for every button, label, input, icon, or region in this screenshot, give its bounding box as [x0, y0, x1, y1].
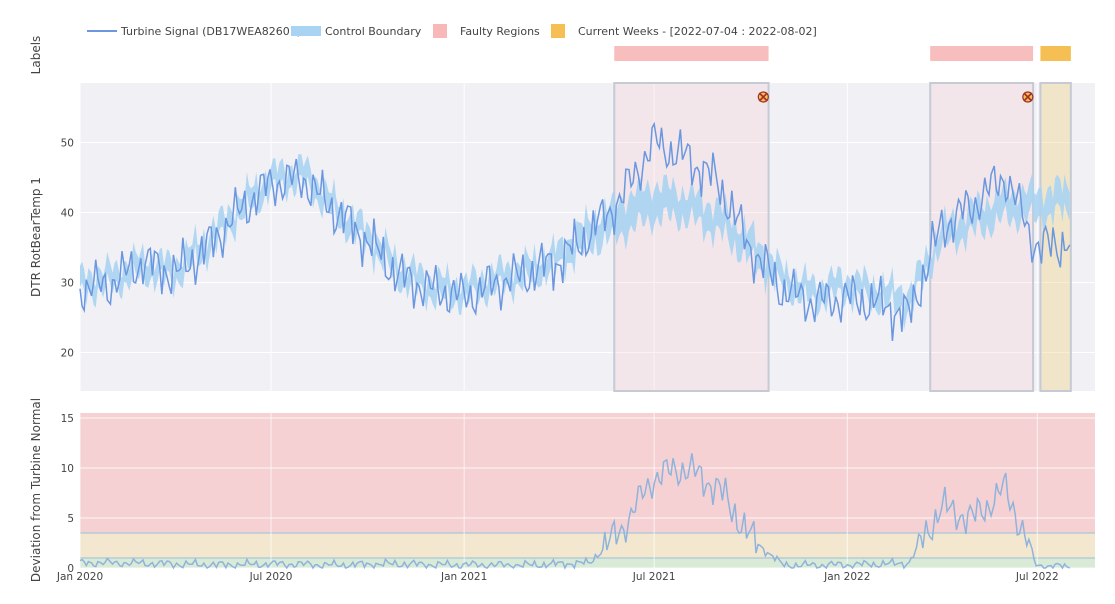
- x-tick-label: Jan 2022: [823, 571, 870, 583]
- signal-panel: 20 30 40 50 DTR RotBearTemp 1: [29, 82, 1095, 392]
- legend-swatch-control-boundary[interactable]: [291, 26, 321, 36]
- signal-axis-title: DTR RotBearTemp 1: [29, 177, 43, 297]
- deviation-grid: [79, 413, 1095, 569]
- labels-axis-title: Labels: [29, 36, 43, 75]
- legend-label[interactable]: Current Weeks - [2022-07-04 : 2022-08-02…: [578, 25, 817, 38]
- deviation-axis-title: Deviation from Turbine Normal: [29, 398, 43, 582]
- fault-markers: [757, 91, 1034, 103]
- signal-y-tick-label: 20: [61, 348, 74, 360]
- x-tick-label: Jul 2020: [249, 571, 293, 583]
- legend-label[interactable]: Faulty Regions: [460, 25, 540, 38]
- deviation-bands: [80, 413, 1095, 568]
- legend: Turbine Signal (DB17WEA82601) Control Bou…: [87, 24, 817, 38]
- deviation-y-tick-label: 5: [67, 513, 74, 525]
- x-tick-label: Jan 2021: [440, 571, 487, 583]
- deviation-y-ticks: 0 5 10 15: [61, 413, 74, 575]
- turbine-signal-line: [79, 121, 1071, 342]
- signal-grid: [79, 83, 1095, 391]
- label-bar-current: [1040, 46, 1071, 61]
- legend-label[interactable]: Turbine Signal (DB17WEA82601): [120, 25, 301, 38]
- signal-y-tick-label: 30: [61, 278, 74, 290]
- deviation-y-tick-label: 10: [61, 463, 74, 475]
- label-bar-faulty: [930, 46, 1034, 61]
- x-axis-ticks: Jan 2020 Jul 2020 Jan 2021 Jul 2021 Jan 2022…: [56, 571, 1059, 583]
- signal-y-ticks: 20 30 40 50: [61, 138, 74, 360]
- label-bars: [614, 46, 1071, 61]
- deviation-y-tick-label: 15: [61, 413, 74, 425]
- x-tick-label: Jul 2021: [632, 571, 676, 583]
- deviation-line: [79, 453, 1071, 570]
- label-bar-faulty: [614, 46, 769, 61]
- signal-y-tick-label: 40: [61, 208, 74, 220]
- signal-series: [79, 121, 1071, 342]
- labels-panel: Labels: [29, 36, 43, 75]
- signal-y-tick-label: 50: [61, 138, 74, 150]
- legend-label[interactable]: Control Boundary: [325, 25, 422, 38]
- deviation-series: [79, 453, 1071, 570]
- fault-marker-icon[interactable]: [1022, 91, 1034, 103]
- deviation-y-tick-label: 0: [67, 563, 74, 575]
- x-tick-label: Jan 2020: [56, 571, 103, 583]
- control-boundary-band: [80, 154, 1070, 331]
- deviation-band-critical: [80, 413, 1095, 533]
- deviation-band-warning: [80, 533, 1095, 558]
- current-weeks-box: [1039, 82, 1072, 392]
- fault-marker-icon[interactable]: [757, 91, 769, 103]
- x-tick-label: Jul 2022: [1015, 571, 1059, 583]
- legend-swatch-faulty-regions[interactable]: [433, 24, 447, 38]
- legend-swatch-current-weeks[interactable]: [551, 24, 565, 38]
- faulty-region-box: [929, 82, 1035, 392]
